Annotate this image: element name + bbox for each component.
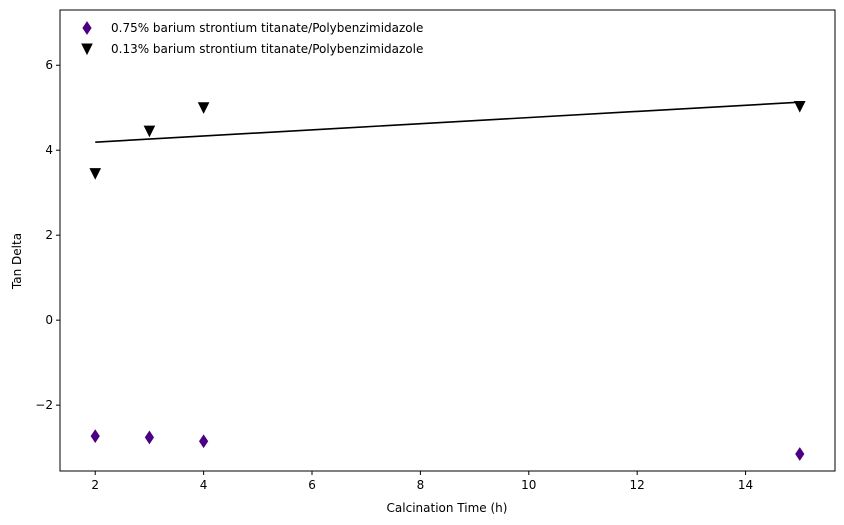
data-point-075 — [199, 434, 209, 449]
x-tick-label: 12 — [630, 478, 645, 492]
data-point-013 — [143, 125, 156, 138]
legend: 0.75% barium strontium titanate/Polybenz… — [81, 21, 423, 56]
legend-marker — [82, 21, 92, 35]
data-point-013 — [793, 100, 806, 113]
x-tick-label: 2 — [91, 478, 99, 492]
x-tick-label: 10 — [521, 478, 536, 492]
data-point-013 — [89, 168, 102, 180]
y-axis-label: Tan Delta — [10, 233, 24, 290]
x-tick-label: 14 — [738, 478, 753, 492]
y-tick-label: 2 — [45, 228, 53, 242]
x-tick-label: 6 — [308, 478, 316, 492]
legend-label: 0.13% barium strontium titanate/Polybenz… — [111, 42, 423, 56]
y-tick-label: 6 — [45, 58, 53, 72]
data-point-013 — [197, 102, 210, 114]
legend-marker — [81, 43, 93, 56]
x-tick-label: 8 — [417, 478, 425, 492]
data-point-075 — [144, 430, 155, 445]
y-tick-label: 4 — [45, 143, 53, 157]
y-tick-label: −2 — [35, 398, 53, 412]
axes: 2 4 6 8 10 12 14 −2 0 2 4 6 — [35, 9, 836, 492]
plot-frame — [59, 9, 836, 472]
plot-area — [89, 100, 806, 461]
data-point-075 — [90, 429, 100, 444]
legend-label: 0.75% barium strontium titanate/Polybenz… — [111, 21, 423, 35]
x-tick-label: 4 — [200, 478, 208, 492]
fit-line — [95, 101, 800, 143]
y-tick-label: 0 — [45, 313, 53, 327]
data-point-075 — [795, 447, 805, 461]
x-axis-label: Calcination Time (h) — [387, 501, 508, 515]
